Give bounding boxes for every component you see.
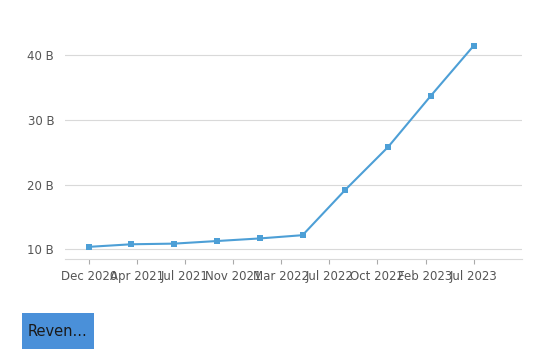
Text: Reven...: Reven...	[28, 324, 88, 339]
